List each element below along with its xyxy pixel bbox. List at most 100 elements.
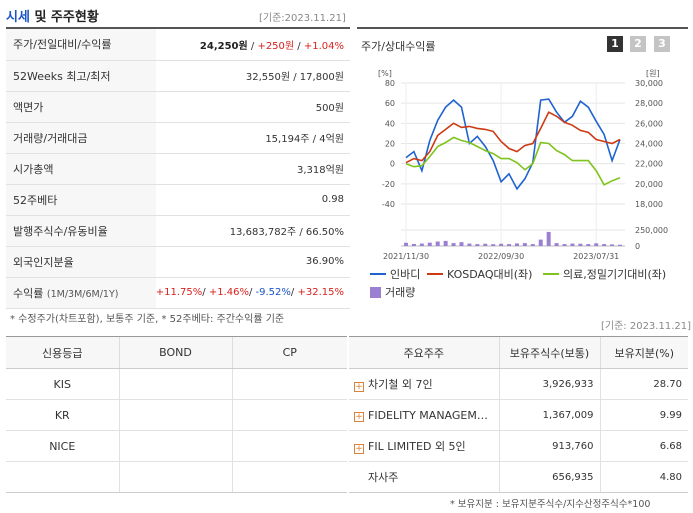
returns-periods: (1M/3M/6M/1Y) (46, 288, 119, 300)
row-label: 주가/전일대비/수익률 (6, 29, 156, 61)
holder-shares: 3,926,933 (498, 368, 600, 400)
table-row: 52주베타 0.98 (6, 184, 350, 216)
price-note: * 수정주가(차트포함), 보통주 기준, * 52주베타: 주간수익률 기준 (10, 314, 285, 325)
section-title-highlight: 시세 (6, 10, 30, 25)
price-change-pct: +1.04% (303, 40, 344, 52)
bond-rating (118, 399, 232, 431)
table-row: NICE (6, 430, 347, 462)
volume-bar (610, 244, 615, 246)
right-tick-label: 30,000 (635, 79, 663, 88)
holder-pct: 9.99 (599, 399, 688, 431)
table-header-row: 신용등급 BOND CP (6, 336, 347, 369)
right-tick-label: 24,000 (635, 140, 663, 149)
agency-name: NICE (6, 430, 119, 462)
cp-rating (231, 368, 347, 400)
legend-volume-swatch (370, 286, 381, 298)
table-row: + FIDELITY MANAGEMENT & RESEARCH 1,367,00… (349, 399, 688, 431)
volume-bar (522, 243, 527, 246)
return-6m: -9.52% (255, 287, 291, 298)
holder-name: 자사주 (349, 461, 499, 493)
price-table-wrap: 주가/전일대비/수익률 24,250원 / +250원 / +1.04% 52W… (6, 27, 350, 309)
table-row: 시가총액 3,318억원 (6, 153, 350, 185)
holder-pct: 28.70 (599, 368, 688, 400)
holder-name: FIL LIMITED 외 5인 (368, 440, 466, 453)
returns-label: 수익률 (13, 286, 44, 300)
legend-volume: 거래량 (370, 284, 415, 300)
row-value: 3,318억원 (155, 153, 350, 185)
volume-bar (483, 243, 488, 246)
left-tick-label: 80 (385, 79, 395, 88)
agency-name: KR (6, 399, 119, 431)
holders-note: * 보유지분 : 보유지분주식수/지수산정주식수*100 (450, 499, 651, 510)
left-tick-label: -40 (382, 200, 395, 209)
row-label: 액면가 (6, 91, 156, 123)
holder-shares: 656,935 (498, 461, 600, 493)
volume-bar (602, 244, 607, 246)
volume-bar (594, 243, 599, 246)
table-row (6, 461, 347, 493)
table-row: 수익률 (1M/3M/6M/1Y) +11.75%/ +1.46%/ -9.52… (6, 277, 350, 309)
table-row: KIS (6, 368, 347, 400)
row-label: 수익률 (1M/3M/6M/1Y) (6, 277, 156, 309)
volume-bar (435, 241, 440, 246)
legend-kosdaq-label: KOSDAQ대비(좌) (447, 268, 533, 281)
volume-bar (419, 243, 424, 246)
bond-rating (118, 430, 232, 462)
holder-name-cell: + FIDELITY MANAGEMENT & RESEARCH (349, 399, 499, 431)
left-tick-label: 60 (385, 99, 395, 108)
table-row: 외국인지분율 36.90% (6, 246, 350, 278)
volume-bar (538, 239, 543, 246)
table-row: 주가/전일대비/수익률 24,250원 / +250원 / +1.04% (6, 29, 350, 61)
series-line-0 (405, 98, 621, 191)
price-table: 주가/전일대비/수익률 24,250원 / +250원 / +1.04% 52W… (6, 29, 350, 309)
holder-pct: 4.80 (599, 461, 688, 493)
returns-value: +11.75%/ +1.46%/ -9.52%/ +32.15% (155, 277, 350, 309)
volume-bar (586, 244, 591, 246)
empty-cell (231, 461, 347, 493)
col-header-bond: BOND (118, 336, 232, 369)
table-header-row: 주요주주 보유주식수(보통) 보유지분(%) (349, 336, 688, 369)
chart-page-1-button[interactable]: 1 (607, 36, 623, 52)
row-label: 외국인지분율 (6, 246, 156, 278)
legend-volume-label: 거래량 (385, 286, 416, 299)
expand-plus-icon[interactable]: + (354, 382, 364, 392)
volume-bar (507, 244, 512, 246)
return-1m: +11.75% (155, 287, 203, 298)
volume-bar (514, 243, 519, 246)
chart-page-2-button[interactable]: 2 (630, 36, 646, 52)
expand-plus-icon[interactable]: + (354, 444, 364, 454)
table-row: + FIL LIMITED 외 5인 913,760 6.68 (349, 430, 688, 462)
table-row: 거래량/거래대금 15,194주 / 4억원 (6, 122, 350, 154)
holder-shares: 913,760 (498, 430, 600, 462)
legend-price: 인바디 (370, 266, 420, 282)
legend-kosdaq: KOSDAQ대비(좌) (427, 266, 532, 282)
volume-tick-label: 250,000 (635, 226, 668, 235)
volume-bar (562, 244, 567, 246)
volume-bar (467, 243, 472, 246)
holder-name: FIDELITY MANAGEMENT & RESEARCH (368, 409, 492, 422)
table-row: KR (6, 399, 347, 431)
expand-plus-icon[interactable]: + (354, 412, 364, 422)
row-label: 거래량/거래대금 (6, 122, 156, 154)
left-tick-label: 40 (385, 119, 395, 128)
volume-bar (451, 243, 456, 246)
legend-kosdaq-swatch (427, 273, 443, 275)
volume-bar (570, 243, 575, 246)
price-change: +250원 (257, 40, 295, 52)
empty-cell (6, 461, 119, 493)
volume-bar (459, 242, 464, 246)
row-label: 52Weeks 최고/최저 (6, 60, 156, 92)
right-axis-unit: [원] (646, 69, 660, 78)
agency-name: KIS (6, 368, 119, 400)
left-tick-label: 0 (390, 160, 395, 169)
volume-bar (411, 243, 416, 246)
volume-bar (618, 244, 622, 246)
chart-page-3-button[interactable]: 3 (654, 36, 670, 52)
col-header-cp: CP (231, 336, 347, 369)
row-label: 시가총액 (6, 153, 156, 185)
right-tick-label: 20,000 (635, 180, 663, 189)
row-label: 52주베타 (6, 184, 156, 216)
legend-sector-label: 의료,정밀기기대비(좌) (563, 268, 667, 281)
row-value: 500원 (155, 91, 350, 123)
reference-date: [기준:2023.11.21] (259, 13, 346, 24)
